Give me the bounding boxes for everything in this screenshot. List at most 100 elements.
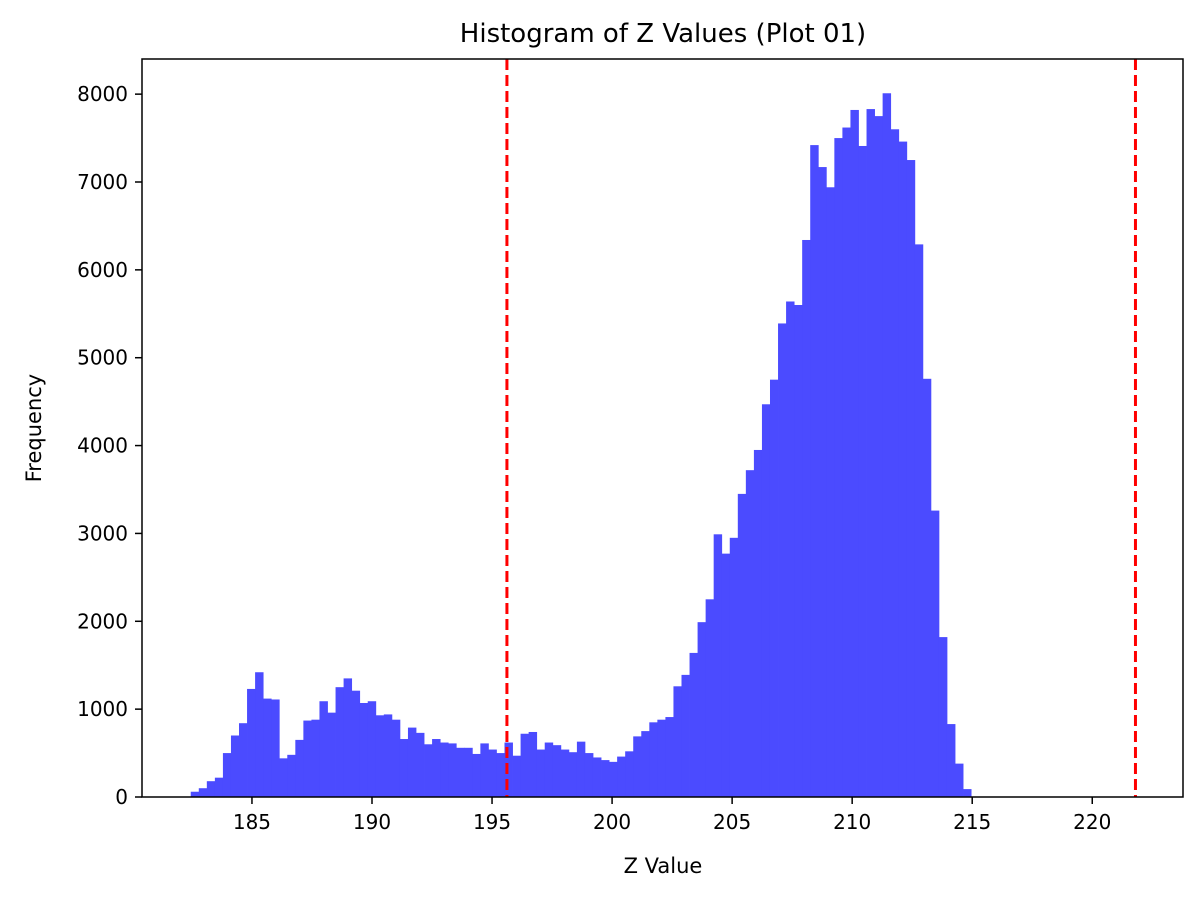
histogram-bar [456, 747, 465, 797]
histogram-bar [922, 378, 932, 797]
x-tick-label: 185 [233, 810, 271, 834]
histogram-bar [609, 761, 618, 797]
x-tick-label: 195 [473, 810, 511, 834]
histogram-bar [351, 690, 361, 797]
x-tick-label: 220 [1073, 810, 1111, 834]
histogram-bar [391, 719, 401, 797]
histogram-bar [512, 755, 521, 797]
x-tick-label: 200 [593, 810, 631, 834]
histogram-bar [319, 701, 328, 797]
reference-lines [505, 59, 1137, 797]
histogram-bar [729, 537, 739, 797]
histogram-bars [190, 93, 972, 798]
histogram-bar [424, 744, 433, 797]
histogram-bar [464, 747, 473, 797]
histogram-bar [761, 404, 771, 797]
histogram-bar [504, 742, 513, 797]
y-tick-label: 7000 [77, 170, 128, 194]
histogram-bar [818, 167, 827, 798]
y-tick-label: 2000 [77, 609, 128, 633]
y-axis-label: Frequency [22, 374, 46, 483]
histogram-bar [955, 763, 964, 797]
histogram-bar [810, 145, 819, 798]
histogram-bar [673, 686, 682, 797]
histogram-bar [536, 749, 546, 797]
histogram-bar [335, 687, 344, 797]
histogram-bar [520, 733, 530, 797]
histogram-bar [930, 510, 940, 797]
plot-frame [141, 58, 1184, 798]
histogram-bar [496, 753, 505, 797]
y-tick-label: 5000 [77, 346, 128, 370]
histogram-bar [938, 637, 948, 797]
histogram-bar [946, 724, 956, 797]
histogram-bar [826, 187, 835, 797]
histogram-bar [222, 753, 232, 797]
y-tick-label: 4000 [77, 434, 128, 458]
x-axis-label: Z Value [624, 854, 703, 878]
histogram-bar [713, 534, 723, 797]
histogram-bar [737, 493, 747, 797]
histogram-bar [255, 672, 264, 797]
histogram-bar [882, 93, 892, 797]
histogram-bar [592, 757, 602, 797]
histogram-bar [697, 622, 707, 797]
histogram-bar [263, 698, 272, 797]
y-tick-label: 8000 [77, 82, 128, 106]
histogram-bar [786, 301, 795, 797]
histogram-bar [850, 109, 859, 797]
histogram-bar [705, 599, 715, 797]
histogram-bar [721, 553, 731, 797]
histogram-bar [906, 160, 916, 798]
histogram-bar [247, 688, 256, 797]
y-tick-label: 6000 [77, 258, 128, 282]
histogram-bar [480, 743, 489, 797]
y-tick-label: 3000 [77, 521, 128, 545]
histogram-bar [778, 323, 787, 797]
histogram-bar [794, 305, 803, 797]
histogram-bar [633, 736, 642, 797]
histogram-bar [472, 753, 481, 797]
x-tick-label: 210 [833, 810, 871, 834]
histogram-bar [190, 791, 200, 797]
histogram-bar [271, 699, 280, 797]
histogram-bar [279, 758, 288, 797]
histogram-bar [584, 753, 594, 797]
histogram-bar [375, 715, 385, 797]
histogram-bar [214, 777, 224, 797]
histogram-bar [287, 754, 296, 797]
histogram-bar [367, 701, 377, 797]
histogram-bar [914, 244, 924, 798]
histogram-bar [625, 751, 634, 797]
histogram-bar [560, 749, 570, 797]
histogram-bar [866, 109, 875, 798]
histogram-bar [601, 760, 610, 797]
histogram-bar [528, 731, 538, 797]
histogram-bar [842, 127, 851, 798]
histogram-bar [198, 788, 208, 797]
histogram-bar [963, 789, 972, 797]
histogram-bar [576, 741, 586, 797]
histogram-bar [206, 781, 216, 797]
histogram-bar [753, 449, 763, 797]
x-tick-label: 205 [713, 810, 751, 834]
histogram-bar [568, 752, 578, 797]
histogram-bar [769, 379, 779, 797]
histogram-bar [898, 141, 908, 798]
histogram-bar [890, 129, 900, 798]
histogram-bar [657, 719, 666, 797]
chart-title: Histogram of Z Values (Plot 01) [460, 19, 866, 49]
histogram-bar [407, 727, 417, 797]
histogram-bar [874, 116, 884, 798]
histogram-bar [416, 732, 425, 797]
histogram-bar [858, 145, 867, 797]
histogram-bar [802, 239, 811, 797]
histogram-bar [383, 714, 393, 797]
histogram-bar [834, 138, 843, 798]
histogram-bar [440, 742, 449, 797]
histogram-bar [745, 470, 755, 797]
histogram-bar [544, 742, 554, 797]
histogram-bar [359, 702, 369, 797]
histogram-bar [617, 756, 626, 797]
